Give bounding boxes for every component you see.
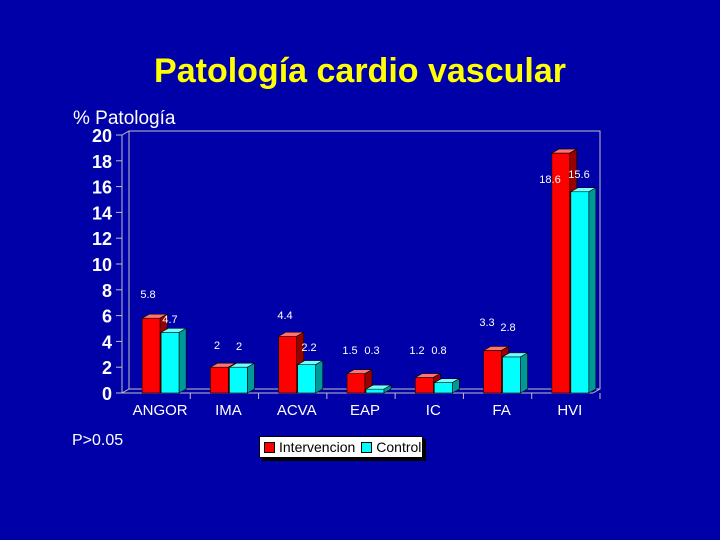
bar-control-hvi [570,191,590,394]
x-tick-label: IMA [215,402,242,419]
y-tick-label: 12 [92,229,112,249]
plot-frame-top-depth [121,130,130,136]
y-tick-label: 20 [92,126,112,146]
data-label: 2.8 [500,322,515,334]
bar-control-ima [229,366,248,394]
data-label: 2 [214,340,220,352]
chart-title: Patología cardio vascular [154,52,566,90]
legend-item-intervencion: Intervencion [264,439,355,455]
data-label: 15.6 [568,169,589,181]
x-tick-label: FA [492,402,510,419]
y-tick-label: 4 [102,332,112,352]
data-label: 5.8 [140,289,155,301]
bar-intervencion-hvi [551,152,571,394]
data-label: 2.2 [301,342,316,354]
x-tick-label: ANGOR [133,402,188,419]
legend-swatch-control [361,441,373,453]
bar-side-control-acva [315,360,324,394]
y-axis-label: % Patología [73,108,176,129]
bar-control-fa [502,356,521,394]
legend-swatch-intervencion [264,441,275,453]
x-axis-depth [592,388,601,394]
data-label: 2 [236,341,242,353]
bar-side-control-fa [520,352,528,394]
y-tick-label: 18 [92,152,112,172]
x-tick-label: IC [426,402,441,419]
bar-intervencion-fa [483,350,502,394]
bar-side-control-ic [451,378,460,394]
legend: Intervencion Control [259,436,423,458]
x-tick-label: EAP [350,402,380,419]
bar-intervencion-eap [346,373,366,394]
y-tick-label: 0 [102,384,112,404]
bar-intervencion-ima [210,366,229,394]
bar-intervencion-acva [278,335,298,394]
y-tick-label: 6 [102,307,112,327]
bar-control-ic [433,382,453,394]
legend-label-intervencion: Intervencion [279,439,356,455]
bar-intervencion-angor [141,317,161,394]
x-tick-label: ACVA [277,402,317,419]
bar-side-control-hvi [588,187,597,394]
x-tick-label: HVI [557,402,582,419]
data-label: 1.2 [409,345,424,357]
bar-side-control-ima [247,362,255,394]
legend-label-control: Control [376,439,422,455]
y-tick-label: 16 [92,178,112,198]
data-label: 0.8 [431,345,446,357]
data-label: 18.6 [539,174,560,186]
bar-control-angor [160,332,180,394]
y-tick-label: 10 [92,255,112,275]
y-tick-label: 8 [102,281,112,301]
bar-side-control-angor [178,327,187,394]
data-label: 4.7 [162,314,177,326]
data-label: 0.3 [364,345,379,357]
data-label: 4.4 [277,310,292,322]
plot-frame-bottom-depth [121,388,130,394]
bar-side-control-eap [383,384,392,394]
data-label: 1.5 [342,345,357,357]
legend-item-control: Control [361,439,421,455]
bar-intervencion-ic [414,377,434,394]
significance-note: P>0.05 [72,432,124,449]
data-label: 3.3 [479,317,494,329]
y-tick-label: 2 [102,358,112,378]
bar-control-eap [365,388,385,394]
bar-control-acva [297,364,317,394]
y-tick-label: 14 [92,203,112,223]
